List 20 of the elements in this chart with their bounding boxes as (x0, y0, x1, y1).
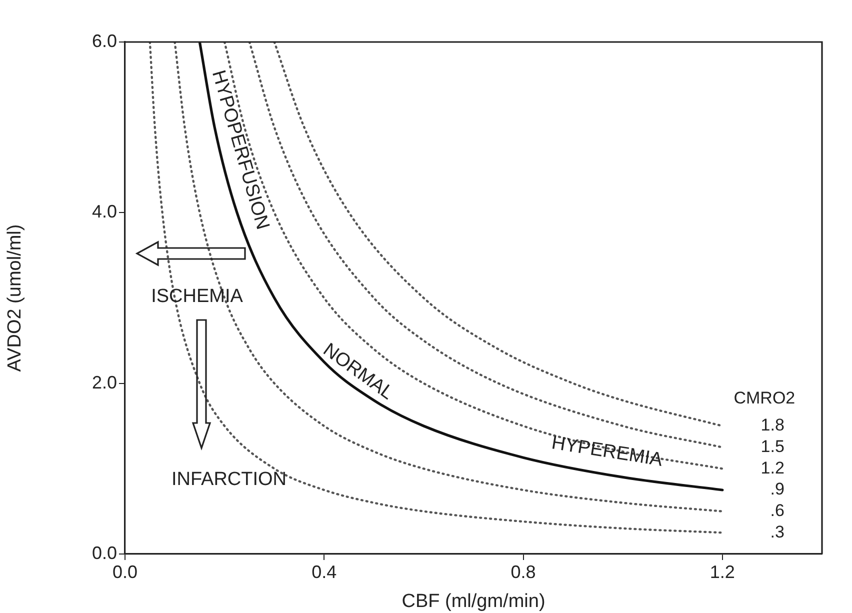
x-tick-label: 0.8 (510, 562, 536, 582)
annotation: ISCHEMIA (151, 286, 244, 308)
text: .3 (770, 522, 784, 542)
text: 1.2 (760, 458, 784, 478)
y-tick-label: 2.0 (92, 372, 117, 392)
text: 1.8 (760, 416, 784, 435)
x-tick-label: 0.4 (312, 562, 337, 582)
legend-title: CMRO2 (734, 388, 796, 408)
y-tick-label: 0.0 (92, 542, 117, 563)
text: .9 (770, 480, 784, 499)
y-tick-label: 4.0 (92, 202, 117, 222)
text: 1.5 (760, 437, 784, 456)
y-axis-title: AVDO2 (umol/ml) (4, 224, 26, 372)
x-axis-title: CBF (ml/gm/min) (402, 590, 546, 612)
text: .6 (770, 501, 784, 520)
annotation: HYPEREMIA (550, 432, 664, 471)
y-tick-label: 6.0 (92, 30, 117, 51)
annotation: INFARCTION (171, 469, 287, 490)
x-tick-label: 0.0 (112, 562, 138, 582)
x-tick-label: 1.2 (710, 562, 735, 582)
